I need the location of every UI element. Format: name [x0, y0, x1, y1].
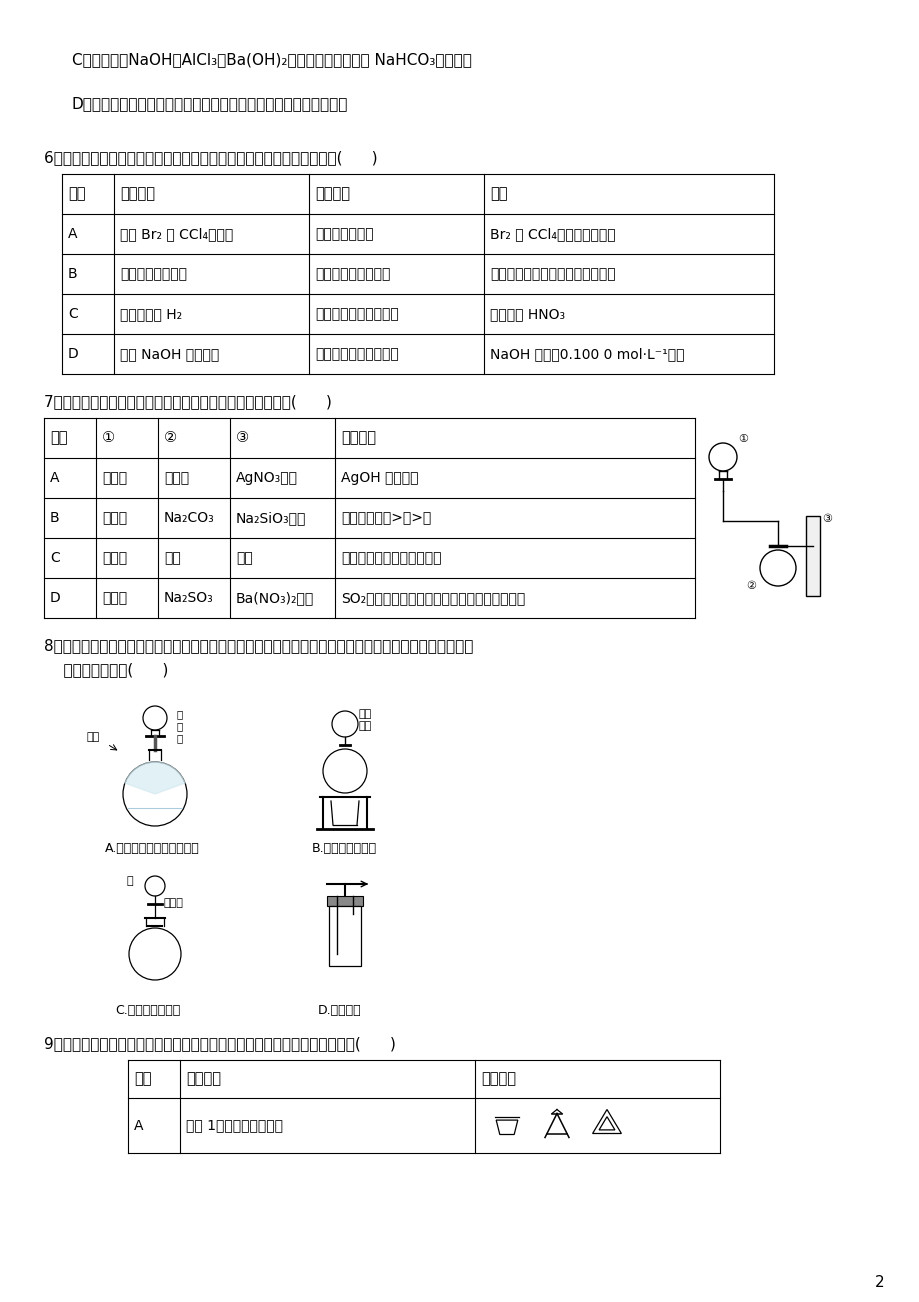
- Polygon shape: [495, 1120, 517, 1134]
- Text: 一定不正确的是(      ): 一定不正确的是( ): [44, 661, 168, 677]
- Text: A.橡皮管能使液体顺利流下: A.橡皮管能使液体顺利流下: [105, 842, 199, 855]
- Text: 实验室制取 H₂: 实验室制取 H₂: [119, 307, 182, 322]
- Circle shape: [709, 443, 736, 471]
- Text: 9．用灼烧法证明海带中含有碘元素，各步骤选用的实验用品不必都用到的是(      ): 9．用灼烧法证明海带中含有碘元素，各步骤选用的实验用品不必都用到的是( ): [44, 1036, 395, 1051]
- Text: A: A: [68, 227, 77, 241]
- Text: ②: ②: [164, 431, 177, 445]
- Text: Br₂ 和 CCl₄混合物、蒸馏水: Br₂ 和 CCl₄混合物、蒸馏水: [490, 227, 615, 241]
- Text: 浓硫酸: 浓硫酸: [102, 551, 127, 565]
- Text: 水: 水: [127, 876, 133, 885]
- Text: ①: ①: [737, 434, 747, 444]
- Text: Na₂SiO₃溶液: Na₂SiO₃溶液: [236, 510, 306, 525]
- Text: 葡萄糖溶液、蔗糖溶液、银氨溶液: 葡萄糖溶液、蔗糖溶液、银氨溶液: [490, 267, 615, 281]
- Text: 主要仪器: 主要仪器: [314, 186, 349, 202]
- Text: 碱石灰: 碱石灰: [164, 471, 189, 486]
- Text: D: D: [68, 348, 79, 361]
- Text: 溴水: 溴水: [236, 551, 253, 565]
- Text: B.分离乙醇与乙酸: B.分离乙醇与乙酸: [312, 842, 377, 855]
- Circle shape: [129, 928, 181, 980]
- Text: 止水夹: 止水夹: [164, 898, 184, 907]
- Text: 试剂: 试剂: [490, 186, 507, 202]
- Text: A: A: [134, 1118, 143, 1133]
- Text: 选项: 选项: [68, 186, 85, 202]
- Text: 稀盐酸: 稀盐酸: [102, 591, 127, 605]
- Text: D: D: [50, 591, 61, 605]
- Bar: [329, 906, 360, 966]
- Circle shape: [332, 711, 357, 737]
- Text: 实验目的: 实验目的: [119, 186, 154, 202]
- Circle shape: [123, 762, 187, 825]
- Text: 实验用品: 实验用品: [481, 1072, 516, 1086]
- Text: 分离 Br₂ 和 CCl₄混合物: 分离 Br₂ 和 CCl₄混合物: [119, 227, 233, 241]
- Text: ③: ③: [821, 514, 831, 523]
- Text: 实验结论: 实验结论: [341, 431, 376, 445]
- Text: 7．利用如图所示装置进下列实验，能得出相应实验结论的是(      ): 7．利用如图所示装置进下列实验，能得出相应实验结论的是( ): [44, 395, 332, 409]
- Circle shape: [759, 549, 795, 586]
- Text: 选项: 选项: [134, 1072, 152, 1086]
- Text: NaOH 溶液、0.100 0 mol·L⁻¹盐酸: NaOH 溶液、0.100 0 mol·L⁻¹盐酸: [490, 348, 684, 361]
- Text: SO₂与可溶性钡盐溶液反应均可以生成白色沉淀: SO₂与可溶性钡盐溶液反应均可以生成白色沉淀: [341, 591, 525, 605]
- Text: 鉴别葡萄糖和蔗糖: 鉴别葡萄糖和蔗糖: [119, 267, 187, 281]
- Text: Ba(NO₃)₂溶液: Ba(NO₃)₂溶液: [236, 591, 314, 605]
- Text: 试管、烧杯、酒精灯: 试管、烧杯、酒精灯: [314, 267, 390, 281]
- Text: 实验步骤: 实验步骤: [186, 1072, 221, 1086]
- Text: 选项: 选项: [50, 431, 67, 445]
- Text: A: A: [50, 471, 60, 486]
- Text: ①: ①: [102, 431, 115, 445]
- Text: 2: 2: [874, 1275, 884, 1290]
- Text: C: C: [50, 551, 60, 565]
- Text: C.检查装置气密性: C.检查装置气密性: [115, 1004, 180, 1017]
- Text: B: B: [50, 510, 60, 525]
- Text: 浓硝酸: 浓硝酸: [102, 510, 127, 525]
- Text: Na₂SO₃: Na₂SO₃: [164, 591, 213, 605]
- Text: 管: 管: [176, 733, 183, 743]
- Text: C: C: [68, 307, 78, 322]
- Text: 非金属性：氮>碳>硅: 非金属性：氮>碳>硅: [341, 510, 431, 525]
- Text: ②: ②: [745, 581, 755, 591]
- Text: Na₂CO₃: Na₂CO₃: [164, 510, 214, 525]
- Circle shape: [145, 876, 165, 896]
- Circle shape: [323, 749, 367, 793]
- Text: 乙醇: 乙醇: [358, 710, 372, 719]
- Text: 测定 NaOH 溶液浓度: 测定 NaOH 溶液浓度: [119, 348, 219, 361]
- Text: 蔗糖: 蔗糖: [164, 551, 180, 565]
- Text: 滴定管、锥形瓶、烧杯: 滴定管、锥形瓶、烧杯: [314, 348, 398, 361]
- Text: 8．化学教材中，常借助示意图表达实验装置的要点、阐述化学过程的原理等。下列有关示意图表现的内容: 8．化学教材中，常借助示意图表达实验装置的要点、阐述化学过程的原理等。下列有关示…: [44, 638, 473, 654]
- Text: 乙酸: 乙酸: [358, 721, 372, 730]
- Text: C．稀盐酸、NaOH、AlCl₃、Ba(OH)₂四瓶无色溶液，可用 NaHCO₃溶液鉴别: C．稀盐酸、NaOH、AlCl₃、Ba(OH)₂四瓶无色溶液，可用 NaHCO₃…: [72, 52, 471, 66]
- Text: D.收集氨气: D.收集氨气: [318, 1004, 361, 1017]
- Wedge shape: [125, 762, 185, 794]
- Text: 6．为实现下列实验目的，依据下表提供的主要仪器，所用试剂合理的是(      ): 6．为实现下列实验目的，依据下表提供的主要仪器，所用试剂合理的是( ): [44, 150, 377, 165]
- Circle shape: [142, 706, 167, 730]
- Text: B: B: [68, 267, 77, 281]
- Bar: [326, 896, 363, 906]
- Text: 锌粒、稀 HNO₃: 锌粒、稀 HNO₃: [490, 307, 564, 322]
- Text: 液体: 液体: [87, 732, 100, 742]
- Text: 浓硫酸具有脱水性、氧化性: 浓硫酸具有脱水性、氧化性: [341, 551, 441, 565]
- Text: AgOH 具有两性: AgOH 具有两性: [341, 471, 418, 486]
- Text: ③: ③: [236, 431, 249, 445]
- Text: D．将硝酸铵晶体溶于水，测得水温下降，证明硝酸铵水解是吸热的: D．将硝酸铵晶体溶于水，测得水温下降，证明硝酸铵水解是吸热的: [72, 96, 348, 111]
- Text: AgNO₃溶液: AgNO₃溶液: [236, 471, 298, 486]
- Text: 皮: 皮: [176, 721, 183, 730]
- Text: 步骤 1：将海带灼烧灰化: 步骤 1：将海带灼烧灰化: [186, 1118, 283, 1133]
- Text: 橡: 橡: [176, 710, 183, 719]
- Bar: [805, 516, 819, 596]
- Text: 分液漏斗、烧杯: 分液漏斗、烧杯: [314, 227, 373, 241]
- Text: 试管、带导管的橡皮塞: 试管、带导管的橡皮塞: [314, 307, 398, 322]
- Text: 浓氨水: 浓氨水: [102, 471, 127, 486]
